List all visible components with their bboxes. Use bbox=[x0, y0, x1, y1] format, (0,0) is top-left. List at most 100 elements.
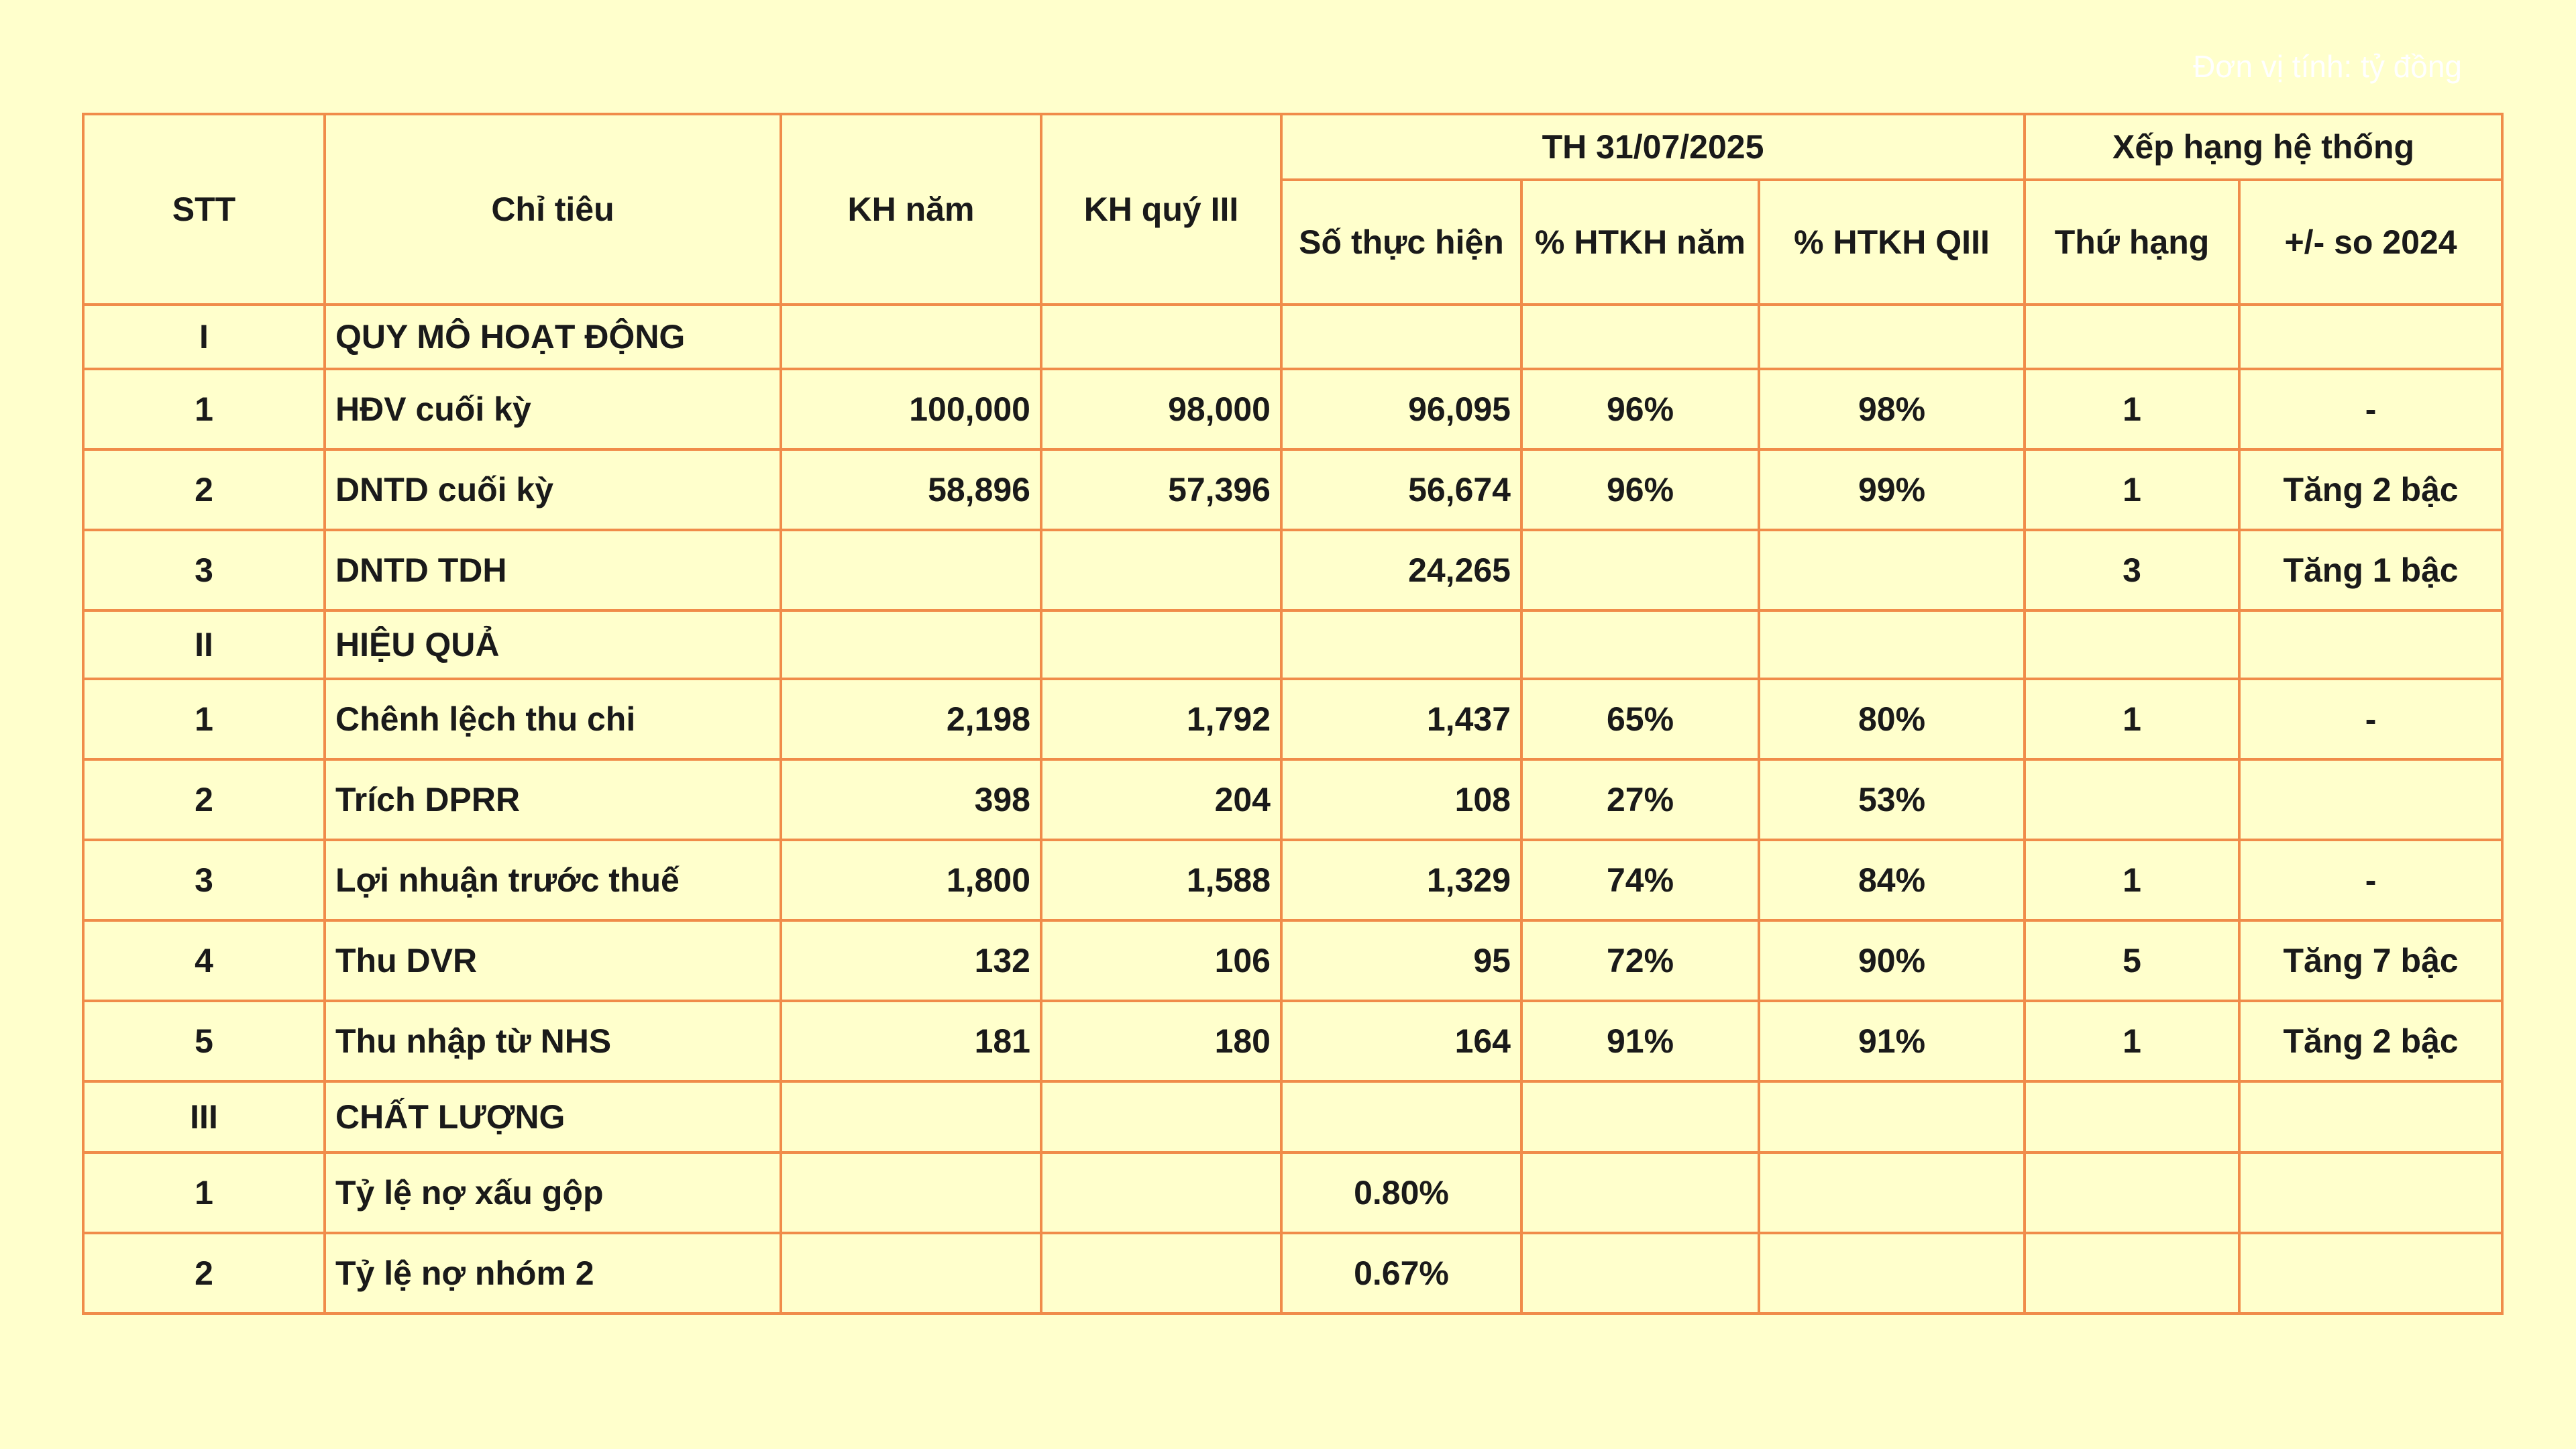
cell-chi-tieu: QUY MÔ HOẠT ĐỘNG bbox=[323, 303, 782, 370]
cell-htkh-qiii bbox=[1757, 1080, 2027, 1154]
cell-kh-nam bbox=[780, 609, 1042, 680]
section-row: I QUY MÔ HOẠT ĐỘNG bbox=[82, 303, 2504, 370]
cell-stt: 1 bbox=[82, 368, 326, 451]
table-row: 2 Tỷ lệ nợ nhóm 2 0.67% bbox=[82, 1232, 2504, 1315]
cell-so-2024: Tăng 2 bậc bbox=[2238, 448, 2504, 531]
cell-chi-tieu: Tỷ lệ nợ nhóm 2 bbox=[323, 1232, 782, 1315]
cell-so-thuc-hien: 24,265 bbox=[1280, 529, 1523, 612]
table-row: 1 HĐV cuối kỳ 100,000 98,000 96,095 96% 98% 1- bbox=[82, 368, 2504, 451]
cell-thu-hang: 3 bbox=[2023, 529, 2241, 612]
table-row: 1 Chênh lệch thu chi 2,198 1,792 1,437 65% 80%… bbox=[82, 678, 2504, 761]
cell-kh-quy: 98,000 bbox=[1040, 368, 1283, 451]
cell-so-thuc-hien: 56,674 bbox=[1280, 448, 1523, 531]
cell-htkh-nam bbox=[1520, 609, 1760, 680]
cell-so-thuc-hien: 0.80% bbox=[1280, 1151, 1523, 1234]
cell-kh-nam: 100,000 bbox=[780, 368, 1042, 451]
cell-thu-hang bbox=[2023, 758, 2241, 841]
cell-stt: 3 bbox=[82, 839, 326, 922]
header-xh-group: Xếp hạng hệ thống bbox=[2023, 113, 2504, 181]
cell-chi-tieu: DNTD TDH bbox=[323, 529, 782, 612]
cell-stt: II bbox=[82, 609, 326, 680]
cell-kh-nam bbox=[780, 303, 1042, 370]
cell-so-2024 bbox=[2238, 1080, 2504, 1154]
cell-stt: 4 bbox=[82, 919, 326, 1002]
cell-kh-nam bbox=[780, 529, 1042, 612]
table-body: I QUY MÔ HOẠT ĐỘNG 1 HĐV cuối kỳ 100,000 98,0… bbox=[82, 303, 2504, 1315]
cell-so-2024 bbox=[2238, 758, 2504, 841]
cell-chi-tieu: DNTD cuối kỳ bbox=[323, 448, 782, 531]
cell-stt: 2 bbox=[82, 1232, 326, 1315]
section-row: II HIỆU QUẢ bbox=[82, 609, 2504, 680]
cell-thu-hang bbox=[2023, 1232, 2241, 1315]
cell-htkh-nam bbox=[1520, 303, 1760, 370]
cell-so-thuc-hien bbox=[1280, 609, 1523, 680]
header-htkh-qiii: % HTKH QIII bbox=[1757, 178, 2027, 306]
section-row: III CHẤT LƯỢNG bbox=[82, 1080, 2504, 1154]
cell-kh-quy bbox=[1040, 303, 1283, 370]
cell-thu-hang bbox=[2023, 1151, 2241, 1234]
cell-thu-hang: 5 bbox=[2023, 919, 2241, 1002]
cell-stt: 1 bbox=[82, 1151, 326, 1234]
cell-chi-tieu: Thu DVR bbox=[323, 919, 782, 1002]
cell-htkh-qiii bbox=[1757, 529, 2027, 612]
cell-so-2024: Tăng 1 bậc bbox=[2238, 529, 2504, 612]
cell-thu-hang: 1 bbox=[2023, 448, 2241, 531]
table-row: 4 Thu DVR 132 106 95 72% 90% 5 Tăng 7 bậc bbox=[82, 919, 2504, 1002]
cell-stt: 3 bbox=[82, 529, 326, 612]
cell-kh-nam: 181 bbox=[780, 1000, 1042, 1083]
cell-kh-nam: 132 bbox=[780, 919, 1042, 1002]
cell-chi-tieu: Trích DPRR bbox=[323, 758, 782, 841]
cell-kh-nam: 1,800 bbox=[780, 839, 1042, 922]
cell-kh-quy: 204 bbox=[1040, 758, 1283, 841]
cell-stt: I bbox=[82, 303, 326, 370]
cell-kh-nam bbox=[780, 1151, 1042, 1234]
cell-so-thuc-hien: 0.67% bbox=[1280, 1232, 1523, 1315]
cell-so-thuc-hien: 1,437 bbox=[1280, 678, 1523, 761]
cell-so-2024 bbox=[2238, 1151, 2504, 1234]
cell-thu-hang: 1 bbox=[2023, 839, 2241, 922]
table-row: 1 Tỷ lệ nợ xấu gộp 0.80% bbox=[82, 1151, 2504, 1234]
cell-htkh-qiii bbox=[1757, 1151, 2027, 1234]
cell-so-thuc-hien: 108 bbox=[1280, 758, 1523, 841]
cell-kh-nam bbox=[780, 1080, 1042, 1154]
cell-htkh-qiii: 99% bbox=[1757, 448, 2027, 531]
cell-kh-quy bbox=[1040, 1080, 1283, 1154]
cell-htkh-qiii bbox=[1757, 1232, 2027, 1315]
cell-htkh-qiii: 53% bbox=[1757, 758, 2027, 841]
cell-htkh-nam: 74% bbox=[1520, 839, 1760, 922]
cell-kh-quy: 106 bbox=[1040, 919, 1283, 1002]
cell-htkh-qiii: 91% bbox=[1757, 1000, 2027, 1083]
cell-htkh-nam bbox=[1520, 529, 1760, 612]
cell-so-thuc-hien: 95 bbox=[1280, 919, 1523, 1002]
cell-kh-quy bbox=[1040, 529, 1283, 612]
cell-so-2024: - bbox=[2238, 368, 2504, 451]
cell-thu-hang: 1 bbox=[2023, 368, 2241, 451]
cell-stt: 2 bbox=[82, 758, 326, 841]
cell-thu-hang bbox=[2023, 1080, 2241, 1154]
cell-stt: 5 bbox=[82, 1000, 326, 1083]
cell-kh-quy bbox=[1040, 609, 1283, 680]
cell-so-2024: Tăng 7 bậc bbox=[2238, 919, 2504, 1002]
header-th-group: TH 31/07/2025 bbox=[1279, 113, 2027, 181]
cell-htkh-qiii: 98% bbox=[1757, 368, 2027, 451]
cell-kh-nam bbox=[780, 1232, 1042, 1315]
table-row: 5 Thu nhập từ NHS 181 180 164 91% 91% 1 Tăng 2 b… bbox=[82, 1000, 2504, 1083]
cell-htkh-nam bbox=[1520, 1232, 1760, 1315]
cell-stt: 1 bbox=[82, 678, 326, 761]
cell-so-2024: - bbox=[2238, 678, 2504, 761]
cell-so-2024: Tăng 2 bậc bbox=[2238, 1000, 2504, 1083]
cell-chi-tieu: HIỆU QUẢ bbox=[323, 609, 782, 680]
cell-so-thuc-hien: 96,095 bbox=[1280, 368, 1523, 451]
cell-so-thuc-hien bbox=[1280, 1080, 1523, 1154]
table-header: STT Chỉ tiêu KH năm KH quý III TH 31/07/… bbox=[82, 113, 2504, 306]
cell-so-2024 bbox=[2238, 609, 2504, 680]
cell-htkh-qiii: 84% bbox=[1757, 839, 2027, 922]
cell-htkh-qiii: 90% bbox=[1757, 919, 2027, 1002]
cell-htkh-nam: 96% bbox=[1520, 368, 1760, 451]
cell-so-2024 bbox=[2238, 1232, 2504, 1315]
header-chi-tieu: Chỉ tiêu bbox=[323, 113, 782, 306]
cell-htkh-nam: 72% bbox=[1520, 919, 1760, 1002]
cell-so-thuc-hien: 1,329 bbox=[1280, 839, 1523, 922]
table-row: 2 Trích DPRR 398 204 108 27% 53% bbox=[82, 758, 2504, 841]
report-table: STT Chỉ tiêu KH năm KH quý III TH 31/07/… bbox=[82, 113, 2504, 1315]
